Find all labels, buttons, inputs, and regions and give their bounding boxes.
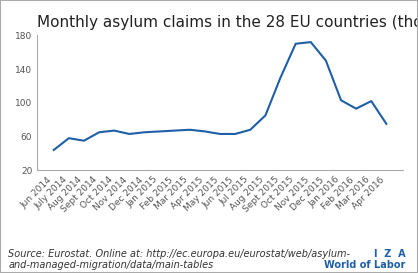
- Text: Monthly asylum claims in the 28 EU countries (thousands): Monthly asylum claims in the 28 EU count…: [37, 15, 418, 30]
- Text: I  Z  A
World of Labor: I Z A World of Labor: [324, 249, 405, 270]
- Text: Source: Eurostat. Online at: http://ec.europa.eu/eurostat/web/asylum-
and-manage: Source: Eurostat. Online at: http://ec.e…: [8, 249, 350, 270]
